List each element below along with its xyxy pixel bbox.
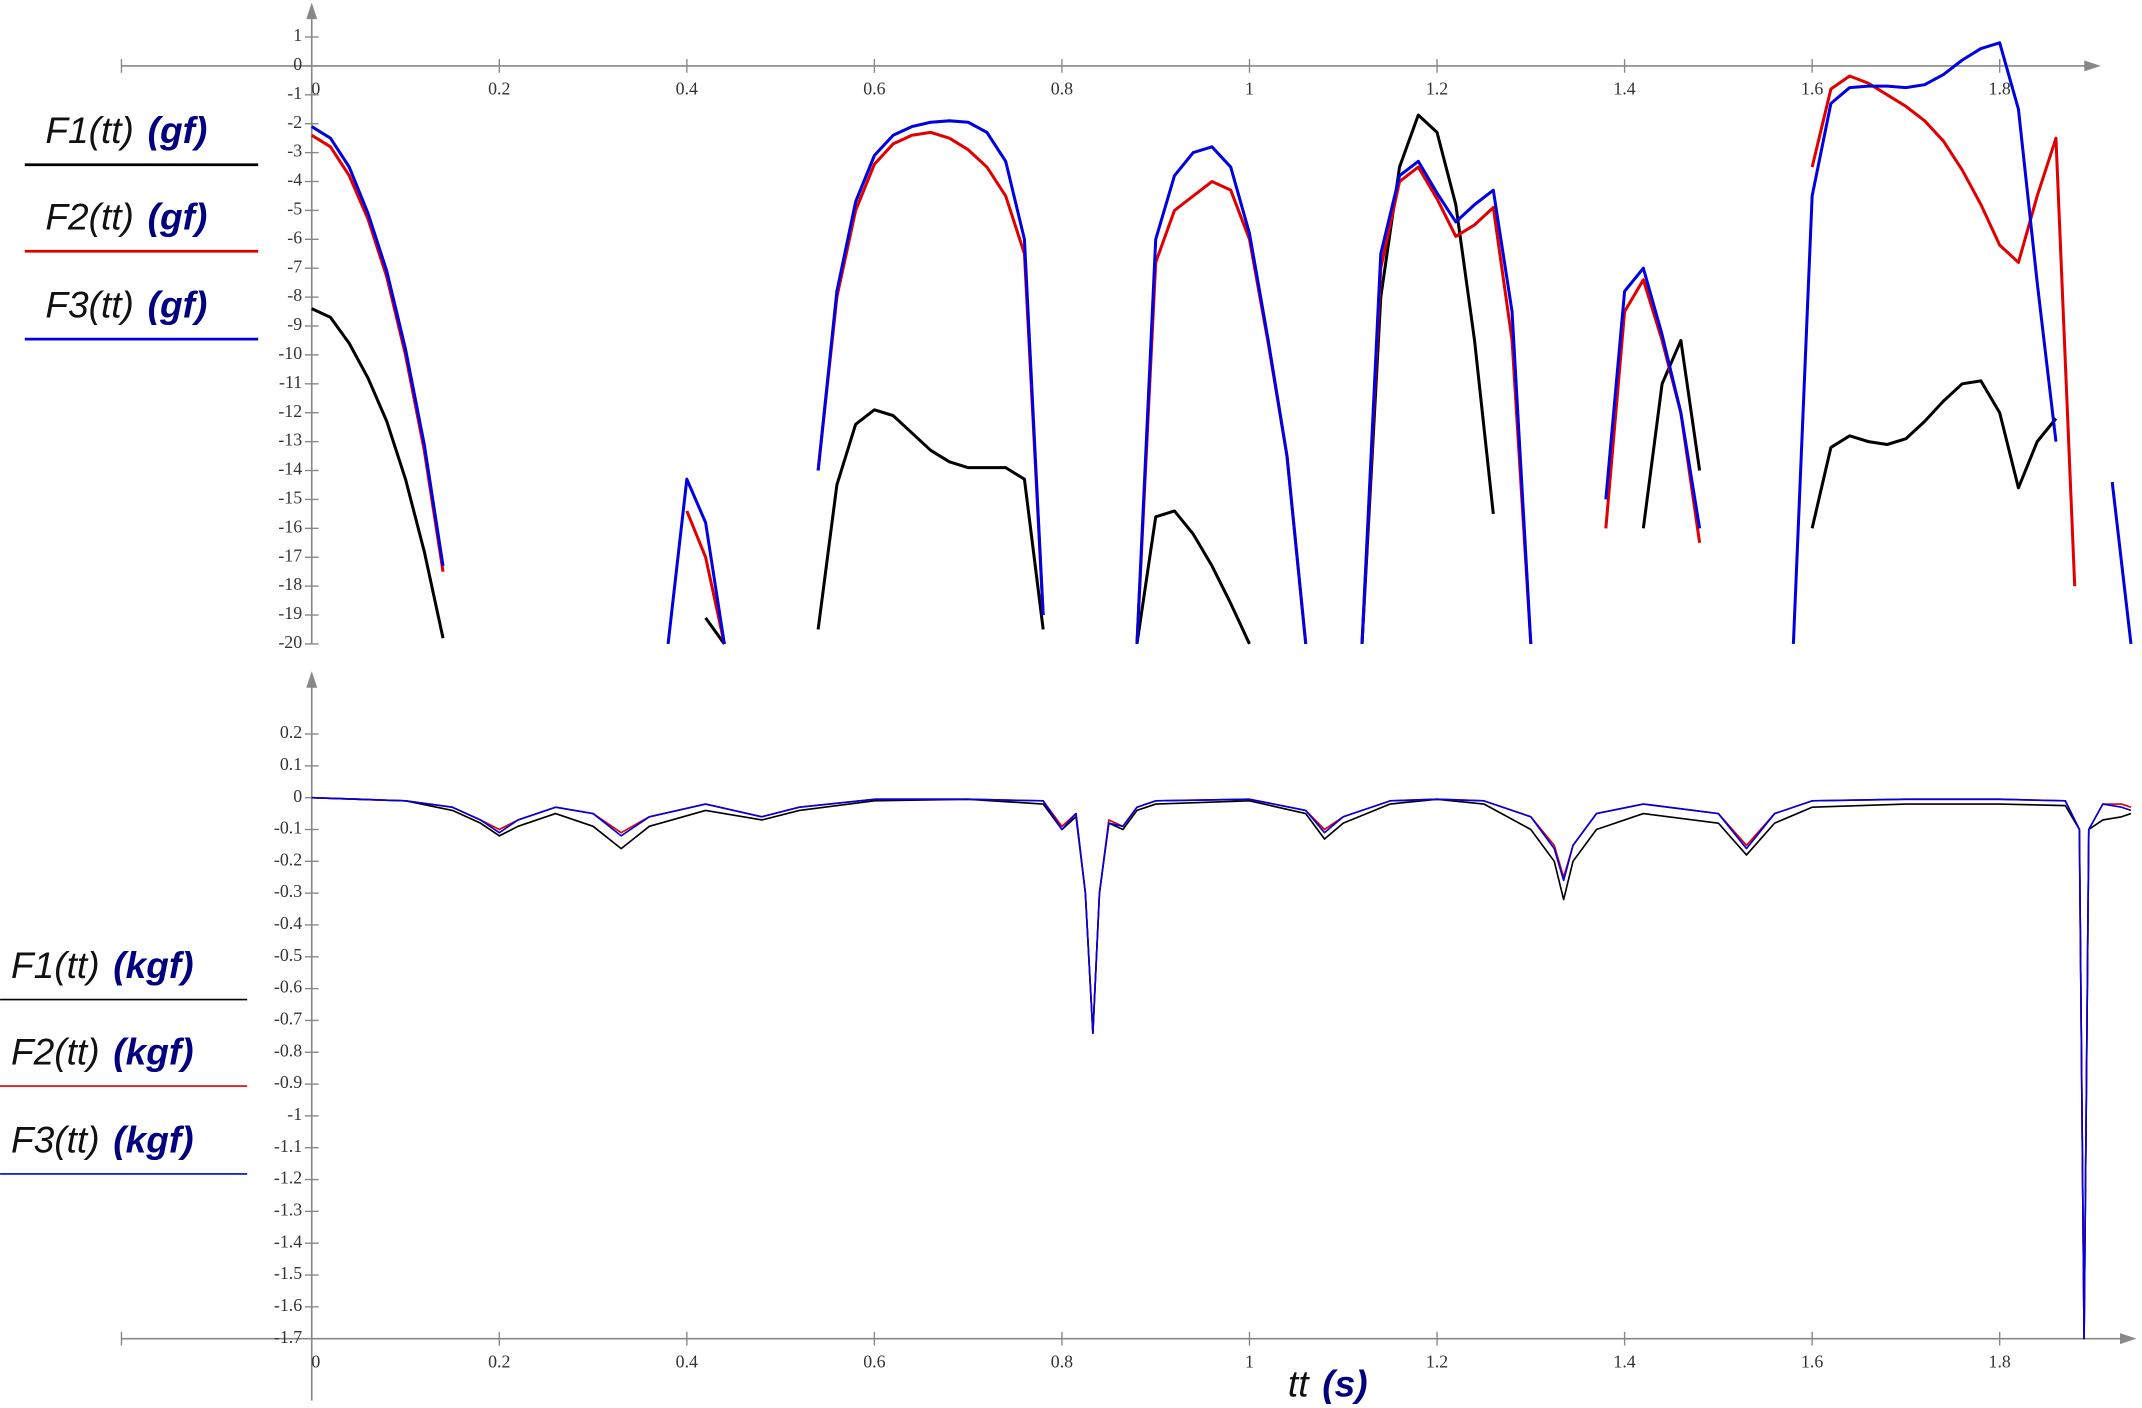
y-tick-label: -5 (287, 199, 302, 219)
x-tick-label: 0.6 (863, 79, 885, 99)
x-tick-label: 1.4 (1613, 79, 1635, 99)
y-tick-label: -0.2 (274, 849, 302, 869)
y-tick-label: -1.5 (274, 1263, 302, 1283)
y-axis-arrow (306, 671, 318, 688)
y-tick-label: -17 (278, 545, 302, 565)
y-tick-label: -6 (287, 227, 302, 247)
x-tick-label: 1.6 (1801, 79, 1823, 99)
legend-entry: F2(tt) (kgf) (11, 1030, 194, 1072)
legend-entry: F1(tt) (gf) (45, 109, 207, 151)
legend-unit: (kgf) (113, 1118, 193, 1160)
y-tick-label: -1.1 (274, 1136, 302, 1156)
y-tick-label: -8 (287, 285, 302, 305)
y-tick-label: -13 (278, 430, 302, 450)
legend-entry: F2(tt) (gf) (45, 195, 207, 237)
y-tick-label: 0.2 (280, 722, 302, 742)
legend-name: F2(tt) (11, 1030, 100, 1072)
y-tick-label: -1.7 (274, 1327, 302, 1347)
series-line (310, 74, 2077, 645)
y-tick-label: -4 (287, 170, 302, 190)
y-tick-label: -20 (278, 632, 302, 652)
x-tick-label: 1.4 (1613, 1351, 1635, 1371)
x-label-name: tt (1288, 1363, 1310, 1405)
y-tick-label: -0.3 (274, 881, 302, 901)
x-tick-label: 1 (1245, 1351, 1254, 1371)
y-tick-label: -0.1 (274, 818, 302, 838)
y-tick-label: -19 (278, 603, 302, 623)
y-tick-label: -1 (287, 1104, 302, 1124)
y-tick-label: -9 (287, 314, 302, 334)
y-tick-label: -1 (287, 83, 302, 103)
y-tick-label: -0.8 (274, 1040, 302, 1060)
legend-name: F3(tt) (11, 1118, 100, 1160)
legend-unit: (kgf) (113, 1030, 193, 1072)
x-label-unit: (s) (1322, 1363, 1367, 1405)
y-tick-label: -10 (278, 343, 302, 363)
x-tick-label: 0 (311, 79, 320, 99)
x-tick-label: 1.2 (1426, 79, 1448, 99)
legend-unit: (gf) (148, 195, 208, 237)
legend-unit: (kgf) (113, 944, 193, 986)
legend-name: F1(tt) (11, 944, 100, 986)
x-tick-label: 0 (311, 1351, 320, 1371)
x-tick-label: 1.2 (1426, 1351, 1448, 1371)
legend-unit: (gf) (148, 283, 208, 325)
y-tick-label: -0.5 (274, 945, 302, 965)
y-tick-label: -0.6 (274, 977, 302, 997)
y-tick-label: -0.9 (274, 1072, 302, 1092)
legend-name: F1(tt) (45, 109, 134, 151)
y-axis-arrow (306, 2, 318, 20)
series-line (311, 113, 2058, 645)
legend-entry: F3(tt) (gf) (45, 283, 207, 325)
x-tick-label: 0.2 (488, 79, 510, 99)
x-axis-label: tt (s) (1288, 1363, 1368, 1405)
series-line (311, 796, 2132, 1340)
y-tick-label: -1.4 (274, 1231, 302, 1251)
y-tick-label: -0.7 (274, 1009, 302, 1029)
y-tick-label: 1 (293, 25, 302, 45)
legend-name: F2(tt) (45, 195, 134, 237)
series-line (311, 796, 2132, 1340)
y-tick-label: -7 (287, 256, 302, 276)
x-tick-label: 1.8 (1989, 79, 2011, 99)
series-line (310, 41, 2133, 645)
x-tick-label: 0.4 (676, 79, 698, 99)
y-tick-label: 0.1 (280, 754, 302, 774)
y-tick-label: -1.2 (274, 1168, 302, 1188)
x-tick-label: 1.8 (1989, 1351, 2011, 1371)
x-tick-label: 0.8 (1051, 79, 1073, 99)
y-tick-label: -1.6 (274, 1295, 302, 1315)
y-tick-label: -15 (278, 488, 302, 508)
legend-name: F3(tt) (45, 283, 134, 325)
y-tick-label: 0 (293, 786, 302, 806)
x-tick-label: 0.4 (676, 1351, 698, 1371)
y-tick-label: -3 (287, 141, 302, 161)
x-axis-arrow (2084, 60, 2101, 72)
y-tick-label: -1.3 (274, 1199, 302, 1219)
x-axis-arrow (2119, 1333, 2137, 1345)
y-tick-label: -0.4 (274, 913, 302, 933)
y-tick-label: -16 (278, 516, 302, 536)
y-tick-label: -18 (278, 574, 302, 594)
y-tick-label: -14 (278, 459, 302, 479)
x-tick-label: 0.6 (863, 1351, 885, 1371)
legend-unit: (gf) (148, 109, 208, 151)
x-tick-label: 1.6 (1801, 1351, 1823, 1371)
x-tick-label: 1 (1245, 79, 1254, 99)
y-tick-label: -12 (278, 401, 302, 421)
legend-entry: F1(tt) (kgf) (11, 944, 194, 986)
y-tick-label: 0 (293, 54, 302, 74)
y-tick-label: -11 (279, 372, 302, 392)
x-tick-label: 0.2 (488, 1351, 510, 1371)
x-tick-label: 0.8 (1051, 1351, 1073, 1371)
y-tick-label: -2 (287, 112, 302, 132)
series-line (311, 796, 2132, 1340)
legend-entry: F3(tt) (kgf) (11, 1118, 194, 1160)
